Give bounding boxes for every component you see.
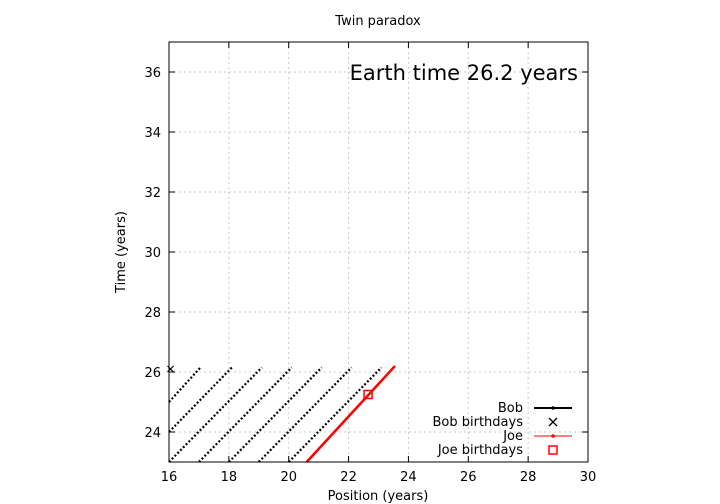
legend-point-sample — [551, 434, 555, 438]
x-tick-label: 22 — [340, 470, 357, 485]
x-tick-label: 20 — [280, 470, 297, 485]
x-tick-label: 18 — [221, 470, 238, 485]
x-tick-label: 24 — [400, 470, 417, 485]
y-tick-label: 36 — [144, 66, 161, 81]
legend-label: Bob birthdays — [433, 415, 524, 430]
y-tick-label: 34 — [144, 126, 161, 141]
chart-title: Twin paradox — [334, 14, 421, 29]
legend-label: Joe — [502, 429, 523, 444]
annotation-earth-time: Earth time 26.2 years — [350, 61, 578, 85]
legend-label: Bob — [498, 401, 523, 416]
x-tick-label: 16 — [161, 470, 178, 485]
legend-square-sample — [548, 445, 558, 455]
bob-worldline-segment — [228, 366, 323, 463]
y-tick-label: 32 — [144, 186, 161, 201]
bob-worldline-segment — [287, 366, 383, 463]
legend-point-sample — [551, 406, 555, 410]
bob-worldline-segment — [198, 366, 293, 463]
axis-ticks: 16 18 20 22 24 26 28 30 24 26 28 30 32 34 36 — [144, 42, 596, 485]
legend-label: Joe birthdays — [437, 443, 523, 458]
y-axis-label: Time (years) — [114, 211, 129, 294]
grid — [169, 42, 588, 462]
bob-worldline-segment — [258, 366, 353, 463]
legend-cross-sample — [548, 417, 558, 427]
x-tick-label: 26 — [460, 470, 477, 485]
bob-worldline-segment — [168, 366, 202, 403]
y-tick-label: 26 — [144, 366, 161, 381]
joe-worldline — [305, 365, 396, 463]
joe-birthday-marker — [363, 389, 373, 400]
bob-worldline-segment — [168, 366, 233, 433]
y-tick-label: 24 — [144, 426, 161, 441]
x-tick-label: 28 — [520, 470, 537, 485]
bob-worldline-segment — [168, 366, 263, 463]
x-tick-label: 30 — [580, 470, 597, 485]
y-tick-label: 30 — [144, 246, 161, 261]
series-layer — [167, 365, 396, 463]
bob-birthday-marker — [167, 365, 174, 373]
x-axis-label: Position (years) — [328, 489, 429, 504]
y-tick-label: 28 — [144, 306, 161, 321]
